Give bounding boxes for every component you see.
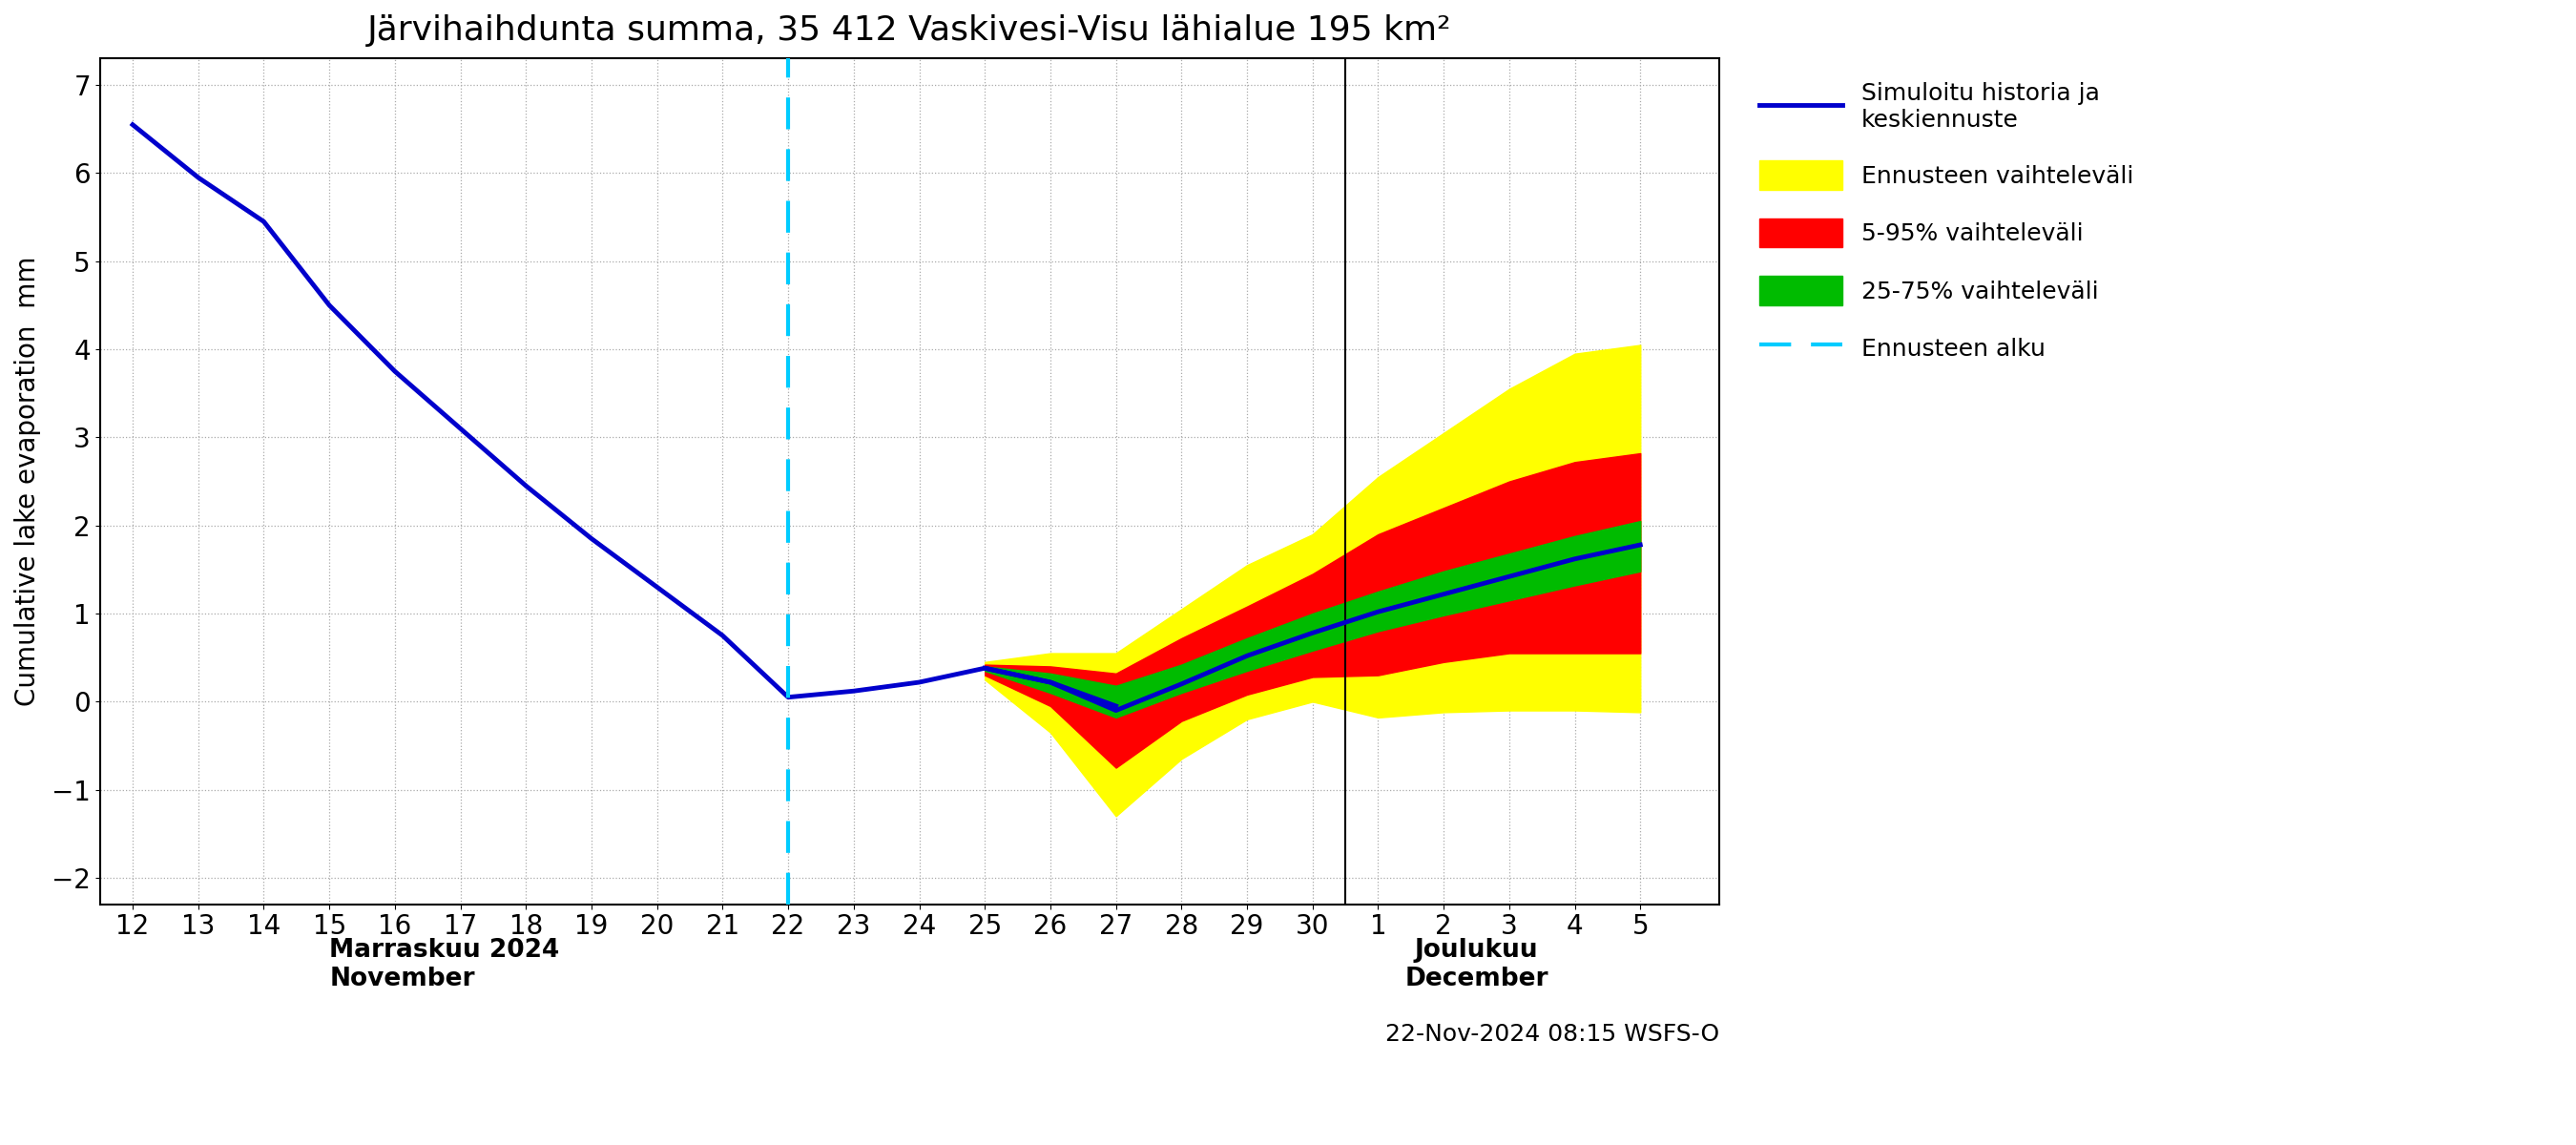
Title: Järvihaihdunta summa, 35 412 Vaskivesi-Visu lähialue 195 km²: Järvihaihdunta summa, 35 412 Vaskivesi-V… xyxy=(368,14,1453,47)
Legend: Simuloitu historia ja
keskiennuste, Ennusteen vaihteleväli, 5-95% vaihteleväli, : Simuloitu historia ja keskiennuste, Ennu… xyxy=(1747,71,2146,374)
Text: 22-Nov-2024 08:15 WSFS-O: 22-Nov-2024 08:15 WSFS-O xyxy=(1386,1022,1718,1045)
Text: Marraskuu 2024
November: Marraskuu 2024 November xyxy=(330,938,559,992)
Text: Joulukuu
December: Joulukuu December xyxy=(1404,938,1548,992)
Y-axis label: Cumulative lake evaporation  mm: Cumulative lake evaporation mm xyxy=(15,256,41,706)
